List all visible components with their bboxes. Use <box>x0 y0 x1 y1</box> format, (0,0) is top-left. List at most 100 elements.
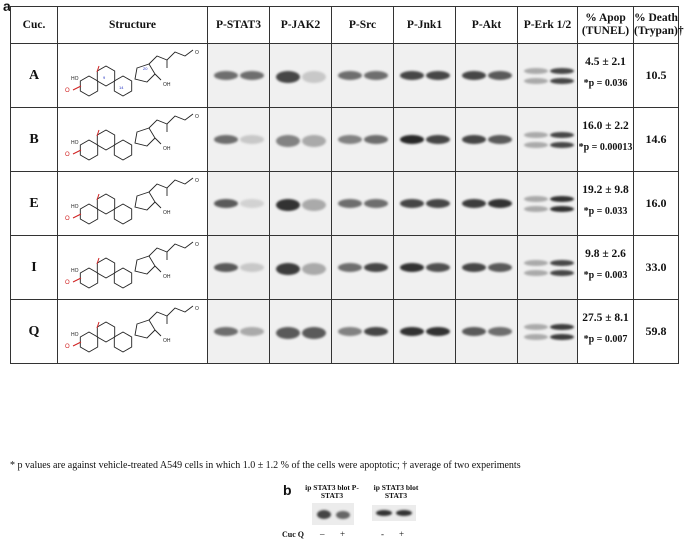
apop-value: 4.5 ± 2.1 <box>585 56 626 68</box>
header-pstat3: P-STAT3 <box>207 6 270 44</box>
blot-band <box>338 135 362 144</box>
blot-band <box>276 263 300 275</box>
svg-text:OH: OH <box>163 338 171 344</box>
svg-text:O: O <box>195 242 199 248</box>
blot-band <box>240 71 264 80</box>
panel-b-label: b <box>283 482 292 498</box>
blot-band <box>426 135 450 144</box>
svg-text:OH: OH <box>163 274 171 280</box>
blot-band <box>214 327 238 336</box>
blot-band <box>276 135 300 147</box>
header-apop: % Apop (TUNEL) <box>577 6 634 44</box>
blot-pjak2 <box>269 171 332 236</box>
blot-band <box>338 263 362 272</box>
svg-text:9: 9 <box>103 75 106 80</box>
blot-band <box>276 199 300 211</box>
blot-band <box>550 68 574 74</box>
structure-cell: O OH HO O <box>57 107 208 172</box>
blot-perk <box>517 299 578 364</box>
svg-text:O: O <box>65 280 70 286</box>
blot-band <box>302 199 326 211</box>
structure-cell: O OH HO O <box>57 299 208 364</box>
p-value: *p = 0.036 <box>583 78 628 89</box>
blot-pstat3 <box>207 235 270 300</box>
blot-pakt <box>455 235 518 300</box>
panel-b-blot1-label: ip STAT3 blot P-STAT3 <box>305 483 359 500</box>
sign-3: - <box>381 529 384 539</box>
blot-band <box>426 263 450 272</box>
blot-band <box>400 71 424 80</box>
svg-text:OH: OH <box>163 210 171 216</box>
blot-pakt <box>455 43 518 108</box>
svg-text:HO: HO <box>71 332 79 338</box>
apop-value: 27.5 ± 8.1 <box>582 312 629 324</box>
blot-perk <box>517 235 578 300</box>
blot-pstat3 <box>207 299 270 364</box>
results-table: Cuc. Structure P-STAT3 P-JAK2 P-Src P-Jn… <box>10 6 684 364</box>
blot-band <box>364 135 388 144</box>
blot-psrc <box>331 299 394 364</box>
header-pjnk1: P-Jnk1 <box>393 6 456 44</box>
svg-text:O: O <box>195 50 199 56</box>
svg-text:O: O <box>195 178 199 184</box>
blot-pjak2 <box>269 235 332 300</box>
blot-perk <box>517 171 578 236</box>
blot-band <box>524 260 548 266</box>
sign-1: – <box>320 529 325 539</box>
blot-band <box>400 263 424 272</box>
blot-band <box>524 334 548 340</box>
blot-band <box>214 71 238 80</box>
blot-pakt <box>455 107 518 172</box>
blot-pjnk1 <box>393 299 456 364</box>
blot-band <box>488 199 512 208</box>
svg-text:HO: HO <box>71 76 79 82</box>
blot-band <box>462 327 486 336</box>
blot-pjnk1 <box>393 43 456 108</box>
svg-text:OH: OH <box>163 146 171 152</box>
blot-band <box>338 327 362 336</box>
blot-band <box>524 68 548 74</box>
blot-band <box>524 270 548 276</box>
blot-band <box>400 327 424 336</box>
blot-band <box>426 71 450 80</box>
blot-band <box>550 334 574 340</box>
apop-cell: 9.8 ± 2.6 *p = 0.003 <box>577 235 634 300</box>
blot-pakt <box>455 171 518 236</box>
p-value: *p = 0.003 <box>583 270 628 281</box>
panel-b-blot1-image <box>312 503 354 525</box>
header-pjak2: P-JAK2 <box>269 6 332 44</box>
blot-band <box>400 135 424 144</box>
apop-value: 16.0 ± 2.2 <box>582 120 629 132</box>
blot-band <box>462 263 486 272</box>
blot-band <box>302 71 326 83</box>
svg-text:20: 20 <box>143 66 148 71</box>
blot-band <box>462 199 486 208</box>
blot-pjnk1 <box>393 235 456 300</box>
table-row: E O OH HO O 19.2 ± 9.8 *p = 0.033 16.0 <box>10 171 679 236</box>
cuc-label: B <box>10 107 58 172</box>
svg-text:HO: HO <box>71 268 79 274</box>
svg-text:14: 14 <box>119 85 124 90</box>
death-value: 16.0 <box>633 171 679 236</box>
header-row: Cuc. Structure P-STAT3 P-JAK2 P-Src P-Jn… <box>10 6 684 44</box>
panel-a-label: a <box>3 0 11 14</box>
footnote: * p values are against vehicle-treated A… <box>10 460 521 471</box>
blot-band <box>400 199 424 208</box>
death-value: 14.6 <box>633 107 679 172</box>
blot-perk <box>517 107 578 172</box>
header-death: % Death (Trypan)† <box>633 6 684 44</box>
apop-value: 19.2 ± 9.8 <box>582 184 629 196</box>
svg-text:OH: OH <box>163 82 171 88</box>
svg-text:O: O <box>195 114 199 120</box>
blot-band <box>214 199 238 208</box>
sign-4: + <box>399 529 405 539</box>
blot-band <box>240 135 264 144</box>
blot-pjnk1 <box>393 171 456 236</box>
blot-band <box>488 263 512 272</box>
table-row: I O OH HO O 9.8 ± 2.6 *p = 0.003 33.0 <box>10 235 679 300</box>
panel-b-blot2-label: ip STAT3 blot STAT3 <box>373 483 419 500</box>
blot-pstat3 <box>207 43 270 108</box>
table-row: B O OH HO O 16.0 ± 2.2 *p = 0.00013 14.6 <box>10 107 679 172</box>
p-value: *p = 0.007 <box>583 334 628 345</box>
